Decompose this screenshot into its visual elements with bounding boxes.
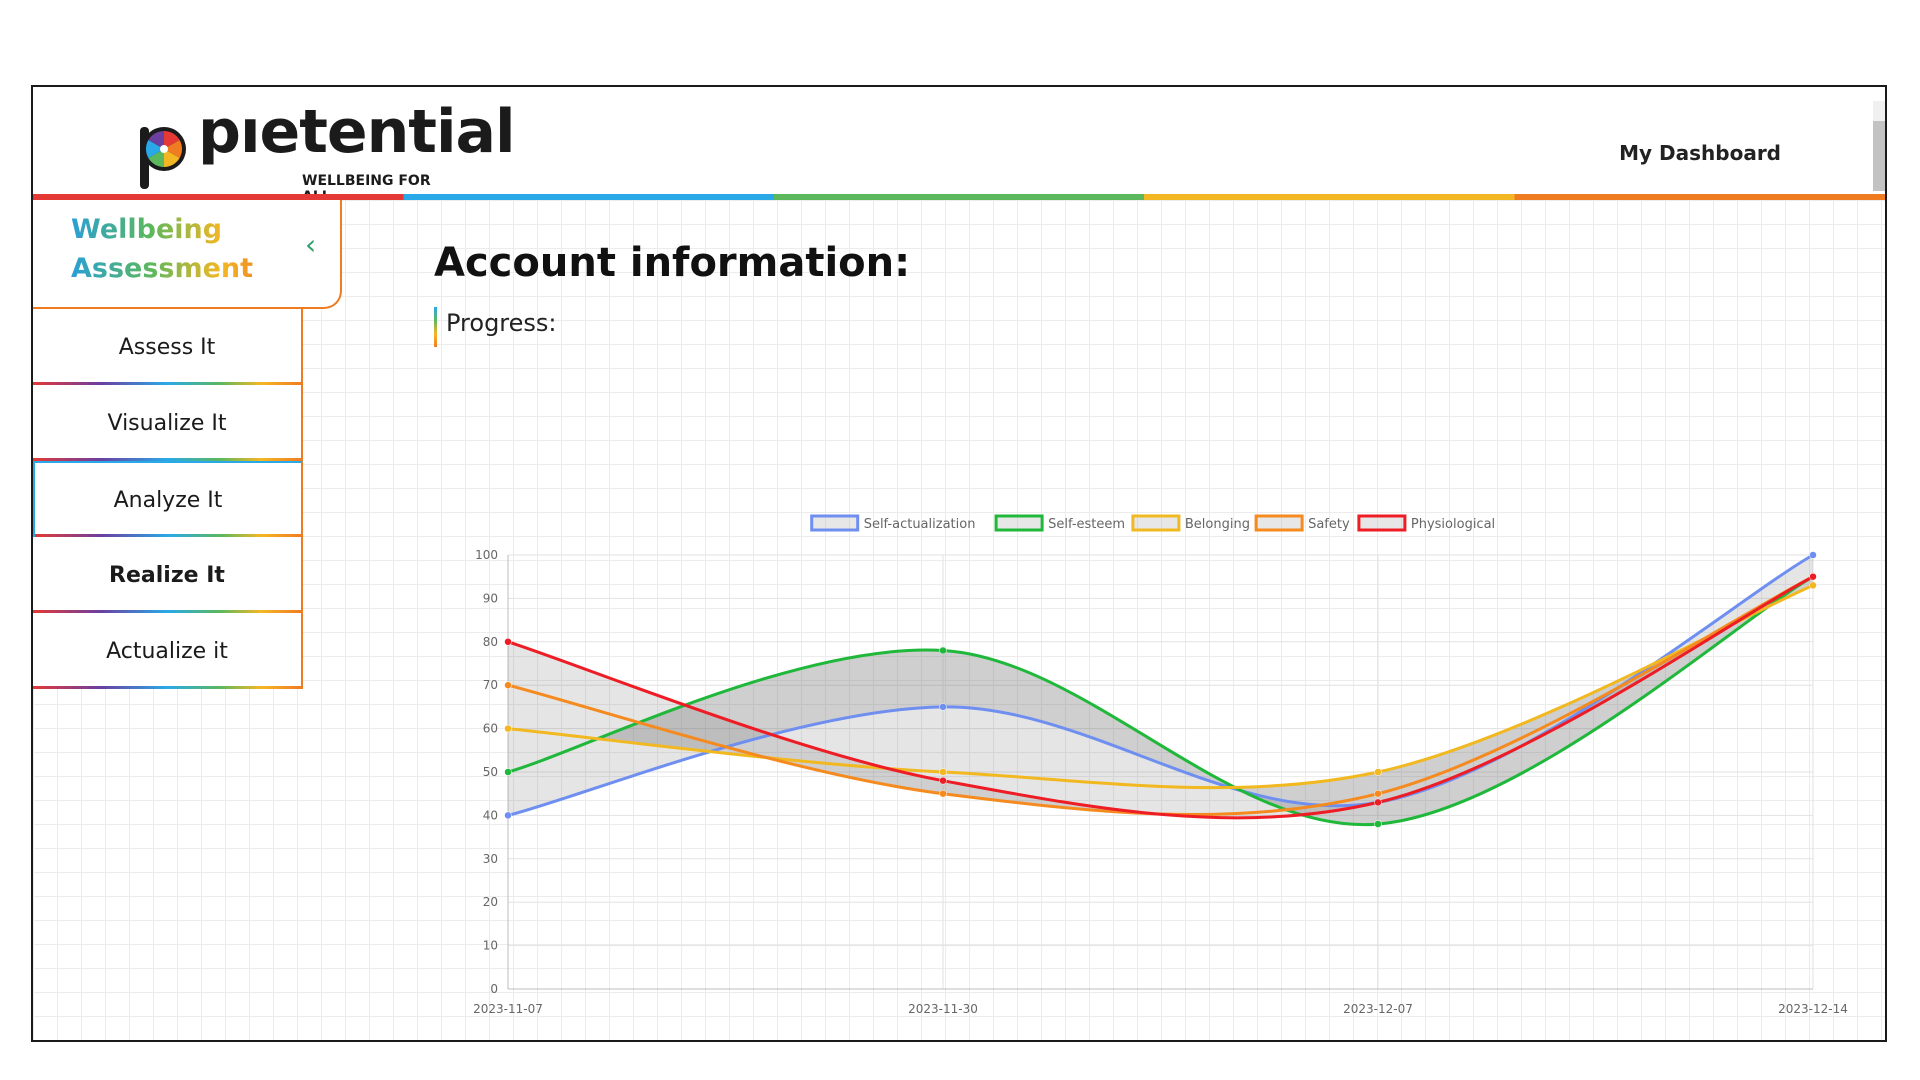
series-line (507, 584, 1814, 790)
series-band-fill (508, 576, 1813, 818)
series-band-fill (508, 555, 1813, 825)
data-point (1809, 551, 1817, 559)
data-point (939, 703, 947, 711)
data-point (939, 646, 947, 655)
data-point (504, 811, 512, 820)
sidebar-nav: Assess It Visualize It Analyze It Realiz… (33, 309, 303, 689)
logo-text: pıetential (198, 97, 516, 167)
y-tick-label: 100 (475, 548, 498, 562)
legend-swatch (994, 514, 1044, 532)
sidebar-item-realize-it[interactable]: Realize It (33, 537, 303, 613)
y-tick-label: 30 (483, 852, 498, 866)
series-line (507, 575, 1814, 820)
logo[interactable]: pıetential WELLBEING FOR ALL. (134, 97, 516, 205)
data-point (939, 768, 947, 776)
sidebar-header: Wellbeing Assessment ‹ (33, 200, 342, 309)
sidebar-title: Wellbeing Assessment (71, 210, 271, 288)
sidebar-item-label: Assess It (118, 334, 216, 360)
sidebar-item-analyze-it[interactable]: Analyze It (33, 461, 303, 537)
sidebar-item-label: Realize It (109, 562, 225, 588)
x-tick-label: 2023-11-07 (473, 1002, 543, 1016)
y-tick-label: 40 (483, 808, 498, 822)
my-dashboard-link[interactable]: My Dashboard (1619, 141, 1781, 165)
y-tick-label: 50 (483, 765, 498, 779)
sidebar-title-line2: Assessment (71, 253, 254, 284)
data-point (504, 681, 512, 689)
data-point (504, 768, 512, 776)
legend-label: Self-actualization (864, 517, 976, 532)
chevron-left-icon[interactable]: ‹ (305, 228, 317, 261)
y-tick-label: 90 (483, 591, 498, 605)
rainbow-divider (33, 194, 1885, 200)
y-tick-label: 70 (483, 678, 498, 692)
y-tick-label: 20 (483, 895, 498, 909)
page-title: Account information: (434, 240, 911, 286)
section-label: Progress: (434, 307, 557, 347)
y-tick-label: 60 (483, 722, 498, 736)
data-point (1374, 798, 1382, 807)
sidebar-title-line1: Wellbeing (71, 214, 223, 245)
legend-label: Self-esteem (1048, 517, 1125, 532)
legend-label: Safety (1308, 517, 1350, 532)
sidebar-item-actualize-it[interactable]: Actualize it (33, 613, 303, 689)
sidebar-item-visualize-it[interactable]: Visualize It (33, 385, 303, 461)
sidebar-item-label: Analyze It (113, 487, 223, 513)
data-point (1374, 768, 1382, 776)
data-point (504, 638, 512, 646)
legend-label: Physiological (1411, 517, 1495, 532)
data-point (939, 789, 947, 798)
x-tick-label: 2023-12-07 (1343, 1002, 1413, 1016)
data-point (1809, 572, 1817, 581)
sidebar-item-assess-it[interactable]: Assess It (33, 309, 303, 385)
data-point (504, 724, 512, 733)
data-point (1374, 820, 1382, 828)
legend-swatch (1357, 514, 1407, 532)
data-point (939, 776, 947, 785)
y-tick-label: 0 (490, 982, 498, 996)
pie-logo-icon (140, 127, 186, 189)
scrollbar-thumb[interactable] (1873, 121, 1885, 191)
progress-line-chart: 0 10 20 30 40 50 60 70 80 90 100 2023-11-07 2023-11-… (473, 514, 1848, 1016)
sidebar-item-label: Visualize It (107, 410, 227, 436)
data-point (1809, 581, 1817, 590)
sidebar-item-label: Actualize it (106, 638, 228, 664)
main-content: Wellbeing Assessment ‹ Assess It Visuali… (33, 200, 1885, 1040)
y-tick-label: 80 (483, 635, 498, 649)
y-tick-label: 10 (483, 939, 498, 953)
x-tick-label: 2023-12-14 (1778, 1002, 1848, 1016)
legend-swatch (810, 514, 860, 532)
data-point (1374, 789, 1382, 798)
top-header: pıetential WELLBEING FOR ALL. My Dashboa… (33, 87, 1885, 205)
series-line (507, 575, 1814, 827)
legend-swatch (1254, 514, 1304, 532)
legend-swatch (1131, 514, 1181, 532)
legend-label: Belonging (1185, 517, 1250, 532)
x-tick-label: 2023-11-30 (908, 1002, 978, 1016)
app-window: pıetential WELLBEING FOR ALL. My Dashboa… (31, 85, 1887, 1042)
